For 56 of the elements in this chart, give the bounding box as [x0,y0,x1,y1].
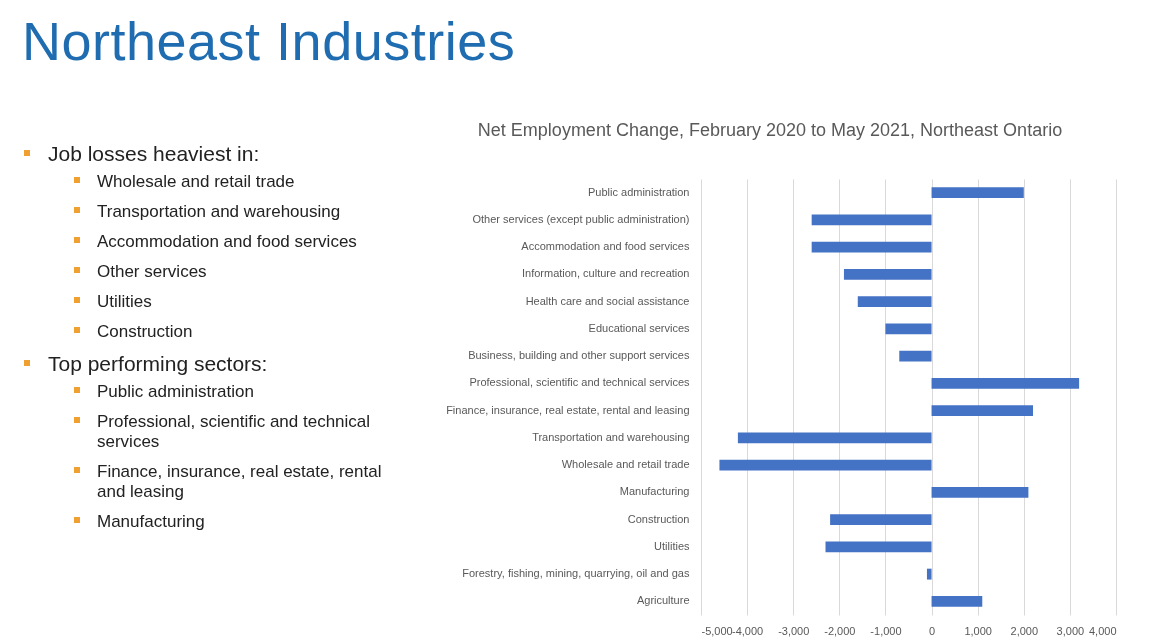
y-tick-label: Accommodation and food services [521,240,690,253]
x-tick-label: -1,000 [870,624,902,637]
y-tick-label: Forestry, fishing, mining, quarrying, oil and gas [462,567,690,580]
text: Accommodation and food services [22,232,392,252]
text: Professional, scientific and technical services [22,412,392,452]
text: Northeast Industries [22,10,516,72]
y-tick-label: Utilities [654,539,690,552]
y-tick-label: Health care and social assistance [525,294,690,307]
text: Finance, insurance, real estate, rental and leasing [22,462,392,502]
text: Construction [22,322,392,342]
text: Top performing sectors: [22,352,392,376]
bar [931,405,1033,417]
bar [737,432,932,444]
x-tick-label: 3,000 [1056,624,1085,637]
bar [931,486,1029,498]
chart-title: Net Employment Change, February 2020 to May 2021, Northeast Ontario [476,119,1064,142]
bar [830,514,932,526]
text: Public administration [22,382,392,402]
bar [931,595,983,607]
y-tick-label: Information, culture and recreation [521,267,690,280]
bar [931,187,1024,199]
y-tick-label: Transportation and warehousing [532,430,690,443]
y-tick-label: Other services (except public administration) [472,212,690,225]
y-tick-label: Wholesale and retail trade [561,458,690,471]
y-tick-label: Business, building and other support services [468,349,690,362]
text: Utilities [22,292,392,312]
bar [857,296,932,308]
x-tick-label: -4,000 [732,624,764,637]
text: Transportation and warehousing [22,202,392,222]
bar [899,350,932,362]
text: Job losses heaviest in: [22,142,392,166]
text: Other services [22,262,392,282]
y-tick-label: Public administration [588,185,690,198]
bar [843,268,932,280]
bar [719,459,932,471]
x-tick-label: 0 [928,624,936,637]
bar [885,323,932,335]
x-tick-label: 4,000 [1088,624,1117,637]
bar [931,377,1080,389]
y-tick-label: Finance, insurance, real estate, rental and leasing [446,403,690,416]
y-tick-label: Professional, scientific and technical services [469,376,690,389]
bar [825,541,932,553]
bar [926,568,932,580]
y-tick-label: Construction [627,512,690,525]
x-tick-label: -2,000 [824,624,856,637]
y-tick-label: Agriculture [636,594,690,607]
text: Wholesale and retail trade [22,172,392,192]
y-tick-label: Manufacturing [619,485,690,498]
text: Manufacturing [22,512,392,532]
y-tick-label: Educational services [588,321,690,334]
x-tick-label: -3,000 [778,624,810,637]
x-tick-label: 2,000 [1010,624,1039,637]
x-tick-label: -5,000 [701,624,733,637]
bar [811,214,932,226]
x-tick-label: 1,000 [964,624,992,637]
bar [811,241,932,253]
